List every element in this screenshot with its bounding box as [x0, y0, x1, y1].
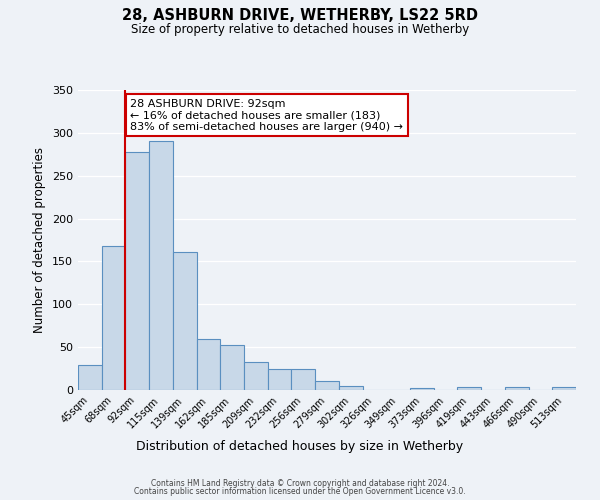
Bar [102, 246, 125, 390]
Text: Contains public sector information licensed under the Open Government Licence v3: Contains public sector information licen… [134, 487, 466, 496]
Bar [268, 368, 292, 390]
Bar [457, 388, 481, 390]
Bar [149, 140, 173, 390]
Text: Contains HM Land Registry data © Crown copyright and database right 2024.: Contains HM Land Registry data © Crown c… [151, 478, 449, 488]
Bar [505, 386, 529, 390]
Bar [339, 386, 362, 390]
Bar [173, 252, 197, 390]
Y-axis label: Number of detached properties: Number of detached properties [34, 147, 46, 333]
Bar [220, 344, 244, 390]
Bar [552, 386, 576, 390]
Text: Size of property relative to detached houses in Wetherby: Size of property relative to detached ho… [131, 22, 469, 36]
Bar [315, 382, 339, 390]
Bar [125, 152, 149, 390]
Text: Distribution of detached houses by size in Wetherby: Distribution of detached houses by size … [136, 440, 464, 453]
Bar [410, 388, 434, 390]
Bar [244, 362, 268, 390]
Text: 28, ASHBURN DRIVE, WETHERBY, LS22 5RD: 28, ASHBURN DRIVE, WETHERBY, LS22 5RD [122, 8, 478, 22]
Bar [292, 368, 315, 390]
Bar [78, 365, 102, 390]
Text: 28 ASHBURN DRIVE: 92sqm
← 16% of detached houses are smaller (183)
83% of semi-d: 28 ASHBURN DRIVE: 92sqm ← 16% of detache… [130, 98, 403, 132]
Bar [197, 340, 220, 390]
